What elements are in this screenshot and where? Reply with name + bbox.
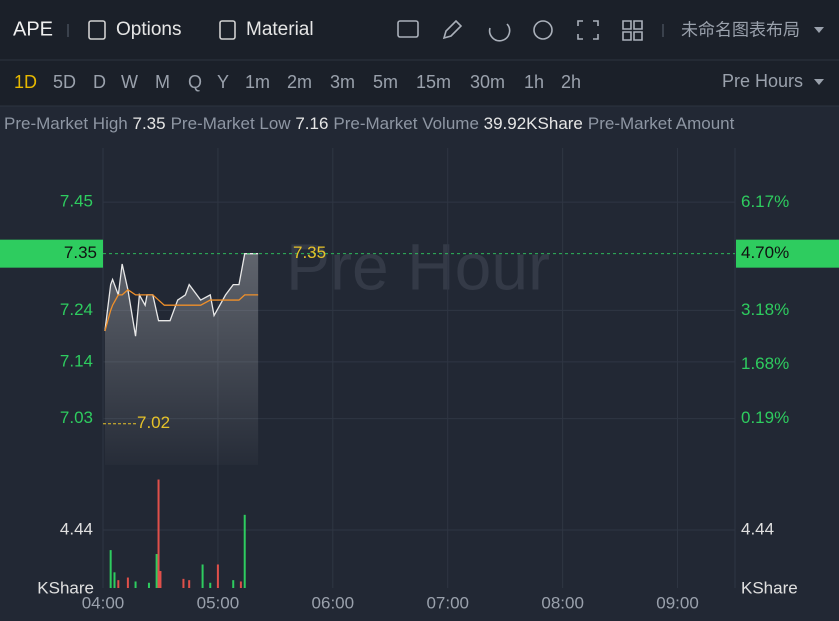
volume-bar (209, 582, 212, 588)
volume-bar (159, 571, 162, 588)
stats-row: Pre-Market High 7.35 Pre-Market Low 7.16 P… (4, 114, 734, 134)
period-button[interactable]: 2h (561, 72, 581, 92)
stat-label: Pre-Market Low (170, 114, 291, 133)
period-button[interactable]: 3m (330, 72, 355, 92)
y2-tick-label: 1.68% (741, 354, 789, 373)
stat-label: Pre-Market Volume (333, 114, 479, 133)
period-list: 1D 5D D W M Q Y 1m 2m 3m 5m 15m 30m 1h 2h (14, 72, 581, 92)
y2-tick-label: 3.18% (741, 300, 789, 319)
volume-bar (188, 580, 191, 588)
volume-unit: KShare (741, 578, 798, 597)
period-button[interactable]: W (121, 72, 138, 92)
watermark: Pre Hour (286, 229, 550, 303)
x-tick-label: 04:00 (82, 593, 125, 612)
period-button[interactable]: Q (188, 72, 202, 92)
volume-bar (134, 581, 137, 588)
volume-tick-label: 4.44 (60, 519, 93, 538)
period-button[interactable]: Y (217, 72, 229, 92)
dropdown-arrow[interactable] (814, 27, 824, 33)
y-tick-label: 7.03 (60, 408, 93, 427)
last-change-tag (736, 239, 839, 268)
volume-bar (182, 578, 185, 588)
volume-bar (216, 564, 219, 588)
price-area (104, 253, 259, 465)
period-button[interactable]: 1D (14, 72, 37, 92)
y-tick-label: 7.24 (60, 300, 93, 319)
high-label: 7.35 (293, 243, 326, 262)
x-tick-label: 09:00 (656, 593, 699, 612)
base-label: 7.02 (137, 413, 170, 432)
last-price-label: 7.35 (64, 243, 97, 262)
layout-icon[interactable] (622, 20, 643, 41)
stat-label: Pre-Market Amount (587, 114, 735, 133)
stat-value: 7.16 (295, 114, 329, 133)
x-tick-label: 08:00 (541, 593, 584, 612)
x-tick-label: 06:00 (312, 593, 355, 612)
period-button[interactable]: M (155, 72, 170, 92)
fullscreen-icon[interactable] (577, 20, 599, 40)
series-line (104, 288, 259, 332)
x-tick-label: 07:00 (426, 593, 469, 612)
period-bar (0, 60, 839, 106)
volume-bar (243, 514, 246, 588)
volume-bar (117, 580, 120, 588)
y-tick-label: 7.14 (60, 351, 93, 370)
symbol[interactable]: APE (13, 18, 53, 40)
period-button[interactable]: 1m (245, 72, 270, 92)
volume-bar (157, 479, 160, 588)
options-button[interactable]: Options (116, 19, 181, 40)
last-price-tag (0, 239, 103, 268)
period-button[interactable]: 1h (524, 72, 544, 92)
last-change-label: 4.70% (741, 243, 789, 262)
stat-label: Pre-Market High (4, 114, 128, 133)
toolbar (0, 0, 839, 60)
volume-bar (147, 582, 150, 588)
material-icon (219, 20, 236, 40)
volume-unit: KShare (37, 578, 94, 597)
indicator-icon[interactable] (397, 20, 419, 38)
volume-bar (201, 564, 204, 588)
volume-bar (155, 554, 158, 588)
period-button[interactable]: 30m (470, 72, 505, 92)
chart: Pre Hour 7.45 7.24 7.14 7.03 6.17% 3.18% 1.68% 0… (0, 148, 839, 612)
stat-value: 39.92KShare (483, 114, 583, 133)
period-button[interactable]: 5m (373, 72, 398, 92)
options-icon (88, 20, 106, 40)
dropdown-arrow[interactable] (814, 79, 824, 85)
period-button[interactable]: D (93, 72, 106, 92)
y2-tick-label: 0.19% (741, 408, 789, 427)
draw-icon[interactable] (442, 19, 463, 40)
y2-tick-label: 6.17% (741, 192, 789, 211)
settings-icon[interactable] (533, 20, 553, 40)
series-line (104, 253, 259, 337)
volume-bar (113, 572, 116, 588)
volume-bar (232, 580, 235, 588)
volume-tick-label: 4.44 (741, 519, 774, 538)
session-select[interactable]: Pre Hours (722, 71, 803, 91)
tool-icons (397, 19, 643, 42)
period-button[interactable]: 15m (416, 72, 451, 92)
period-button[interactable]: 5D (53, 72, 76, 92)
volume-bar (126, 577, 129, 588)
x-tick-label: 05:00 (197, 593, 240, 612)
period-button[interactable]: 2m (287, 72, 312, 92)
volume-bar (239, 581, 242, 588)
refresh-icon[interactable] (488, 23, 511, 42)
material-button[interactable]: Material (246, 19, 314, 40)
layout-name[interactable]: 未命名图表布局 (681, 20, 800, 39)
y-tick-label: 7.45 (60, 192, 93, 211)
volume-bar (109, 550, 112, 588)
stat-value: 7.35 (132, 114, 166, 133)
